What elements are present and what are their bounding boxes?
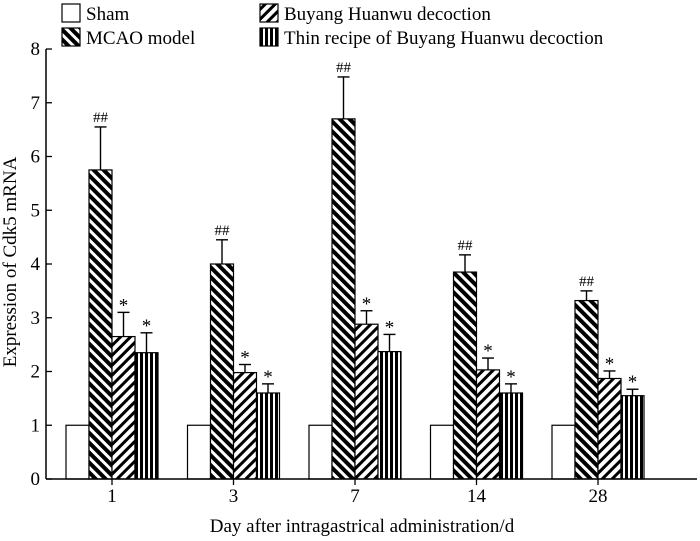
bar	[574, 299, 599, 480]
x-tick-label: 14	[467, 486, 487, 507]
bar	[88, 169, 113, 480]
significance-mark: *	[240, 348, 250, 369]
bar	[452, 271, 478, 480]
significance-mark: *	[483, 341, 493, 362]
y-axis-label: Expression of Cdk5 mRNA	[0, 156, 21, 367]
bar	[551, 424, 576, 480]
bar	[186, 424, 212, 480]
significance-mark: *	[506, 367, 516, 388]
bar	[498, 392, 524, 480]
bar	[209, 263, 235, 480]
legend-swatch	[259, 27, 279, 47]
significance-mark: *	[628, 372, 638, 393]
significance-mark: ##	[458, 238, 474, 254]
y-tick-label: 7	[31, 93, 41, 114]
significance-mark: *	[142, 316, 152, 337]
bar	[354, 323, 379, 480]
significance-mark: ##	[215, 223, 231, 239]
x-tick-label: 7	[350, 486, 360, 507]
bar	[255, 392, 281, 480]
bar	[475, 369, 501, 480]
legend-label: Thin recipe of Buyang Huanwu decoction	[284, 28, 604, 49]
y-tick-label: 8	[31, 39, 41, 60]
bar	[111, 335, 136, 480]
bar	[308, 424, 333, 480]
y-tick-label: 6	[31, 147, 41, 168]
x-axis: 1 3 7 14 28	[46, 478, 697, 507]
x-tick-label: 1	[107, 486, 117, 507]
legend-label: Sham	[86, 4, 130, 25]
y-tick-label: 2	[31, 362, 41, 383]
bar	[620, 395, 645, 480]
legend-label: MCAO model	[86, 28, 195, 49]
bar	[429, 424, 455, 480]
significance-mark: *	[362, 294, 372, 315]
significance-mark: *	[263, 367, 273, 388]
bar	[377, 351, 402, 480]
legend: Sham Buyang Huanwu decoction MCAO model Thi…	[61, 3, 604, 49]
x-axis-label: Day after intragastrical administration/…	[210, 516, 515, 537]
bar	[331, 118, 356, 480]
significance-mark: ##	[93, 110, 109, 126]
significance-mark: ##	[579, 274, 595, 290]
y-tick-label: 3	[31, 308, 41, 329]
plot-area: ## * * ## * * ## * * ## * * ## * *	[65, 60, 645, 480]
significance-mark: ##	[336, 60, 352, 76]
legend-label: Buyang Huanwu decoction	[284, 4, 491, 25]
bar	[232, 371, 258, 480]
legend-swatch	[61, 27, 81, 47]
significance-mark: *	[605, 354, 615, 375]
significance-mark: *	[385, 317, 395, 338]
y-axis: 0 1 2 3 4 5 6 7 8	[31, 39, 52, 490]
x-tick-label: 28	[589, 486, 608, 507]
bar	[134, 352, 159, 480]
x-tick-label: 3	[229, 486, 239, 507]
legend-swatch	[61, 3, 81, 23]
y-tick-label: 1	[31, 415, 41, 436]
legend-swatch	[259, 3, 279, 23]
bar	[65, 424, 90, 480]
y-tick-label: 5	[31, 200, 41, 221]
y-tick-label: 0	[31, 469, 41, 490]
y-tick-label: 4	[31, 254, 41, 275]
bar	[597, 377, 622, 480]
significance-mark: *	[119, 295, 129, 316]
